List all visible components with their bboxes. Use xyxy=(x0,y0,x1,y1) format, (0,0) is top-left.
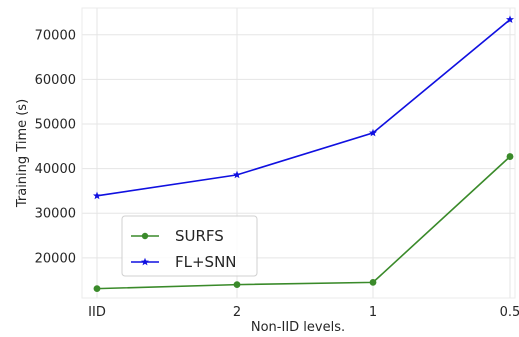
x-tick-label: 2 xyxy=(233,305,241,320)
y-tick-label: 70000 xyxy=(35,28,76,43)
x-tick-label: IID xyxy=(88,305,106,320)
legend-box xyxy=(121,215,258,277)
data-point-fl-snn xyxy=(369,128,377,137)
x-tick-labels: IID 2 1 0.5 xyxy=(88,305,519,320)
data-point-surfs xyxy=(93,285,101,293)
x-axis-label: Non-IID levels. xyxy=(251,320,345,335)
data-point-fl-snn xyxy=(93,191,101,200)
data-point-surfs xyxy=(233,281,241,289)
legend-label-flsnn: FL+SNN xyxy=(175,253,237,271)
series-line-fl-snn xyxy=(96,18,511,197)
data-point-fl-snn xyxy=(506,15,514,23)
data-point-surfs xyxy=(369,278,377,286)
y-tick-label: 40000 xyxy=(35,162,76,177)
series-layer xyxy=(93,15,514,293)
y-tick-label: 30000 xyxy=(35,207,76,222)
series-line-surfs xyxy=(96,155,511,290)
grid-lines xyxy=(82,8,515,298)
y-axis-label: Training Time (s) xyxy=(15,99,30,208)
x-tick-label: 1 xyxy=(369,305,377,320)
data-point-surfs xyxy=(506,153,514,160)
x-tick-label: 0.5 xyxy=(500,305,519,320)
plot-area-frame xyxy=(81,7,516,299)
data-point-fl-snn xyxy=(233,170,241,179)
legend-label-surfs: SURFS xyxy=(175,227,224,245)
legend-marker-surfs xyxy=(141,232,149,240)
legend: SURFS FL+SNN xyxy=(121,215,258,277)
y-tick-label: 60000 xyxy=(35,73,76,88)
y-tick-labels: 20000 30000 40000 50000 60000 70000 xyxy=(35,28,76,266)
y-tick-label: 20000 xyxy=(35,251,76,266)
y-tick-label: 50000 xyxy=(35,118,76,133)
legend-marker-flsnn xyxy=(141,257,149,266)
